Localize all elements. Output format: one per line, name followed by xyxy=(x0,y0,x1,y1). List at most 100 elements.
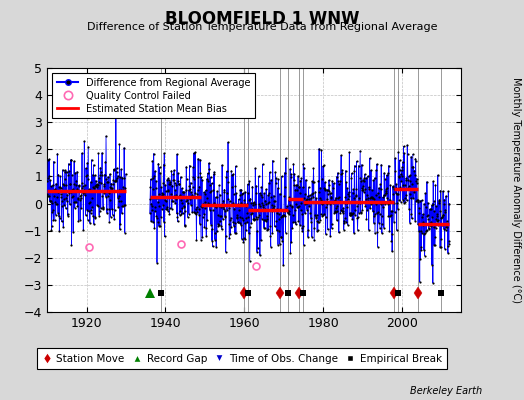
Point xyxy=(302,196,311,202)
Point xyxy=(173,218,182,225)
Point xyxy=(232,163,240,169)
Point xyxy=(213,228,221,235)
Point xyxy=(346,210,354,216)
Point xyxy=(147,218,155,224)
Point xyxy=(90,221,98,227)
Point xyxy=(296,178,304,184)
Point xyxy=(333,217,341,224)
Point xyxy=(107,206,116,212)
Point xyxy=(92,182,100,188)
Point xyxy=(63,211,72,217)
Point xyxy=(176,207,184,214)
Point xyxy=(146,210,154,216)
Point xyxy=(442,193,450,199)
Point xyxy=(148,185,157,192)
Point xyxy=(309,165,318,172)
Point xyxy=(120,175,128,182)
Point xyxy=(438,214,446,220)
Point xyxy=(166,181,174,188)
Point xyxy=(209,207,217,214)
Point xyxy=(204,200,213,207)
Point xyxy=(256,252,264,258)
Point xyxy=(304,234,312,240)
Point xyxy=(325,177,333,184)
Point xyxy=(396,167,404,173)
Point xyxy=(334,170,342,176)
Point xyxy=(111,178,119,184)
Point xyxy=(298,225,306,231)
Point xyxy=(375,194,384,200)
Point xyxy=(240,201,248,207)
Point xyxy=(370,213,378,220)
Point xyxy=(219,197,227,204)
Point xyxy=(289,219,297,225)
Point xyxy=(239,235,248,241)
Point xyxy=(256,202,265,209)
Point xyxy=(81,189,90,195)
Point xyxy=(81,212,90,218)
Point xyxy=(170,177,178,184)
Point xyxy=(227,224,235,230)
Point xyxy=(337,152,345,159)
Point xyxy=(181,198,190,204)
Point xyxy=(112,178,120,184)
Point xyxy=(437,236,445,242)
Point xyxy=(395,174,403,180)
Point xyxy=(270,202,279,209)
Point xyxy=(395,172,403,179)
Point xyxy=(444,238,453,244)
Point xyxy=(335,229,343,236)
Point xyxy=(361,175,369,182)
Point xyxy=(311,198,319,205)
Point xyxy=(242,215,250,221)
Point xyxy=(260,224,268,231)
Point xyxy=(283,208,292,214)
Point xyxy=(266,223,274,229)
Point xyxy=(108,181,117,187)
Point xyxy=(272,175,280,181)
Point xyxy=(321,231,330,237)
Point xyxy=(212,202,220,209)
Point xyxy=(287,174,295,180)
Point xyxy=(202,176,211,182)
Point xyxy=(187,193,195,200)
Point xyxy=(170,180,179,186)
Point xyxy=(83,217,92,223)
Point xyxy=(405,173,413,179)
Point xyxy=(45,193,53,199)
Point xyxy=(156,170,165,176)
Point xyxy=(178,205,187,212)
Point xyxy=(421,229,429,236)
Point xyxy=(363,198,372,205)
Point xyxy=(113,194,122,201)
Point xyxy=(227,184,236,190)
Point xyxy=(274,242,282,248)
Point xyxy=(378,230,386,236)
Point xyxy=(399,159,407,165)
Point xyxy=(244,190,253,196)
Point xyxy=(412,177,421,184)
Point xyxy=(102,133,110,139)
Point xyxy=(414,197,422,203)
Point xyxy=(285,207,293,214)
Point xyxy=(284,208,292,214)
Point xyxy=(278,238,287,244)
Point xyxy=(442,218,451,224)
Point xyxy=(314,178,323,184)
Point xyxy=(154,160,162,167)
Point xyxy=(290,170,298,177)
Point xyxy=(196,156,204,163)
Point xyxy=(269,192,278,199)
Point xyxy=(221,214,229,220)
Point xyxy=(276,190,284,197)
Point xyxy=(277,233,285,240)
Point xyxy=(350,230,358,236)
Point xyxy=(190,176,199,182)
Point xyxy=(407,195,415,202)
Point xyxy=(419,247,428,253)
Point xyxy=(246,211,255,218)
Point xyxy=(408,215,416,222)
Point xyxy=(94,203,102,209)
Point xyxy=(249,217,258,224)
Point xyxy=(271,169,279,175)
